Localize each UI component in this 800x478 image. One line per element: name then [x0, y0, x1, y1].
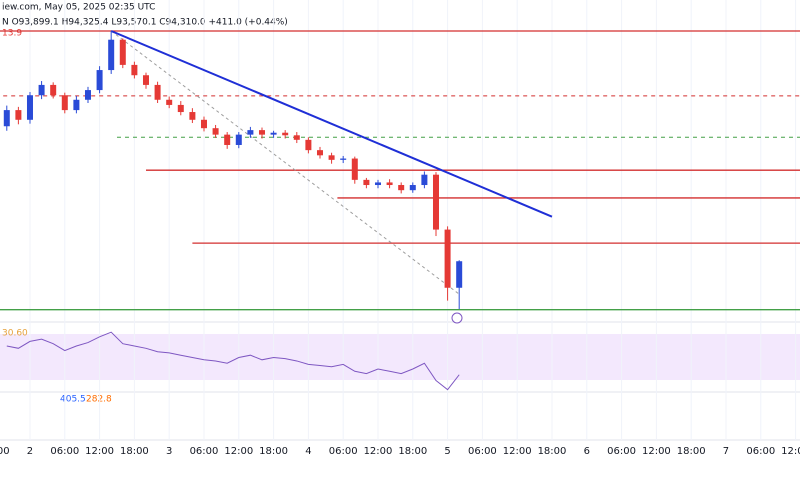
candle-body [398, 185, 405, 191]
candle-body [224, 134, 231, 145]
x-tick-label: 18:00 [120, 446, 149, 457]
x-tick-label: 18:00 [0, 446, 10, 457]
x-tick-label: 06:00 [329, 446, 358, 457]
candle-body [351, 158, 358, 180]
x-tick-label: 3 [166, 446, 172, 457]
header-title: iew.com, May 05, 2025 02:35 UTC [2, 3, 155, 13]
trendline [110, 30, 553, 218]
annotation: 13.9 [2, 29, 22, 39]
candle-body [409, 185, 416, 191]
candle-body [200, 119, 207, 129]
candle-body [50, 84, 57, 96]
x-tick-label: 06:00 [468, 446, 497, 457]
candle-body [15, 110, 22, 120]
x-tick-label: 4 [305, 446, 311, 457]
candle-body [456, 261, 463, 288]
x-tick-label: 6 [584, 446, 590, 457]
candle-body [374, 182, 381, 186]
x-tick-label: 06:00 [607, 446, 636, 457]
x-tick-label: 18:00 [677, 446, 706, 457]
candle-body [154, 84, 161, 100]
candle-body [258, 130, 265, 135]
rsi-line [6, 331, 460, 391]
candle-body [386, 182, 393, 186]
candle-body [119, 39, 126, 65]
candle-body [73, 99, 80, 111]
candle-body [247, 130, 254, 135]
header-ohlc: N O93,899.1 H94,325.4 L93,570.1 C94,310.… [2, 18, 288, 28]
x-tick-label: 06:00 [746, 446, 775, 457]
candle-body [235, 134, 242, 145]
candle-body [108, 39, 115, 71]
x-tick-label: 06:00 [50, 446, 79, 457]
candle-body [96, 70, 103, 91]
x-tick-label: 12:00 [364, 446, 393, 457]
candle-body [3, 110, 10, 127]
rsi-band [0, 334, 800, 380]
candle-body [131, 64, 138, 76]
candle-body [432, 174, 439, 230]
annotation: 30.60 [2, 329, 28, 339]
x-tick-label: 18:00 [538, 446, 567, 457]
candle-body [212, 128, 219, 135]
candle-body [142, 75, 149, 85]
candle-body [61, 95, 68, 111]
x-tick-label: 06:00 [190, 446, 219, 457]
candle-body [305, 139, 312, 151]
event-icon [451, 312, 463, 324]
candle-body [340, 158, 347, 160]
x-tick-label: 12:00 [642, 446, 671, 457]
x-tick-label: 18:00 [259, 446, 288, 457]
annotation: 405.5 [60, 395, 86, 405]
candle-body [189, 112, 196, 120]
candle-body [421, 174, 428, 186]
x-tick-label: 2 [27, 446, 33, 457]
annotation: 282.8 [86, 395, 112, 405]
candle-body [270, 132, 277, 135]
candle-body [282, 132, 289, 136]
candle-body [26, 95, 33, 120]
candle-body [444, 229, 451, 288]
x-tick-label: 5 [444, 446, 450, 457]
x-tick-label: 7 [723, 446, 729, 457]
candle-body [363, 179, 370, 186]
candle-body [38, 84, 45, 96]
x-tick-label: 18:00 [398, 446, 427, 457]
guide [110, 30, 460, 295]
candle-body [177, 104, 184, 113]
x-tick-label: 12:00 [85, 446, 114, 457]
candle-body [328, 155, 335, 160]
candle-body [316, 150, 323, 156]
candle-body [293, 135, 300, 140]
x-tick-label: 12:00 [503, 446, 532, 457]
x-tick-label: 12:00 [781, 446, 800, 457]
candle-body [166, 99, 173, 105]
candle-body [84, 90, 91, 100]
x-tick-label: 12:00 [224, 446, 253, 457]
